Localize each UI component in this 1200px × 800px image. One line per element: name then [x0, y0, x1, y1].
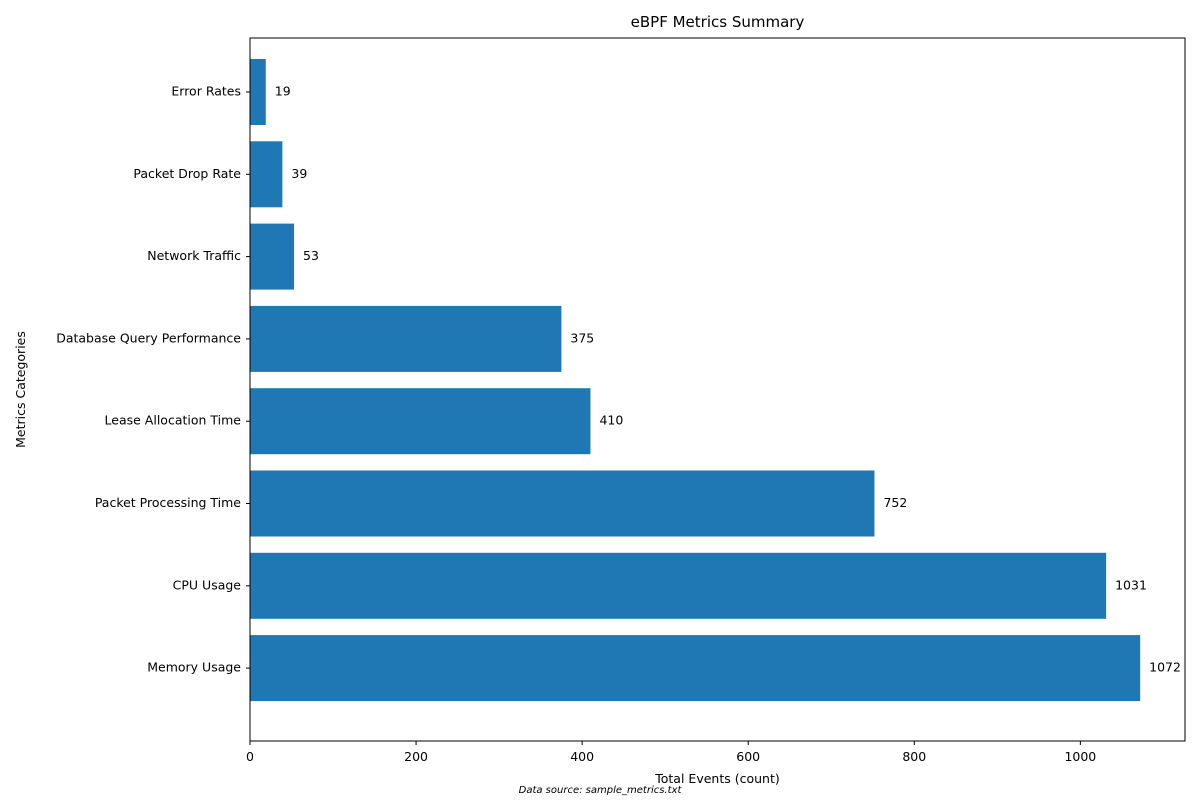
bar-labels-group: 19 39 53 375 410 752 1031 1072: [275, 84, 1181, 675]
bar: [250, 305, 562, 372]
bar-value-label: 1031: [1115, 577, 1147, 592]
bar: [250, 388, 591, 455]
chart-title: eBPF Metrics Summary: [631, 13, 805, 31]
bar: [250, 223, 295, 290]
y-tick-label: Network Traffic: [147, 248, 241, 263]
data-source-note: Data source: sample_metrics.txt: [519, 785, 683, 796]
bar-value-label: 39: [291, 166, 307, 181]
bar: [250, 470, 875, 537]
y-tick-label: Database Query Performance: [56, 330, 241, 345]
bar: [250, 141, 283, 208]
x-axis-ticks: 0 200 400 600 800 1000: [246, 741, 1096, 764]
x-tick-label: 600: [736, 749, 760, 764]
plot-frame: [249, 37, 1186, 742]
y-tick-label: Packet Processing Time: [95, 495, 241, 510]
bar-value-label: 19: [275, 84, 291, 99]
bar-value-label: 1072: [1149, 660, 1181, 675]
bar-value-label: 53: [303, 248, 319, 263]
y-tick-label: Memory Usage: [147, 660, 241, 675]
x-tick-label: 200: [404, 749, 428, 764]
y-tick-label: Packet Drop Rate: [133, 166, 241, 181]
y-tick-label: Error Rates: [171, 84, 241, 99]
x-tick-label: 800: [902, 749, 926, 764]
x-tick-label: 1000: [1064, 749, 1096, 764]
bar: [250, 552, 1107, 619]
y-tick-label: Lease Allocation Time: [105, 413, 242, 428]
bar: [250, 59, 266, 125]
y-axis-ticks: Error Rates Packet Drop Rate Network Traff…: [56, 84, 250, 675]
y-axis-title: Metrics Categories: [13, 331, 28, 448]
x-axis-title: Total Events (count): [654, 771, 779, 786]
bar-value-label: 752: [883, 495, 907, 510]
x-tick-label: 400: [570, 749, 594, 764]
bar: [250, 635, 1141, 702]
bars-group: [250, 59, 1141, 702]
x-tick-label: 0: [246, 749, 254, 764]
bar-value-label: 410: [599, 413, 623, 428]
y-tick-label: CPU Usage: [173, 577, 242, 592]
bar-value-label: 375: [570, 330, 594, 345]
